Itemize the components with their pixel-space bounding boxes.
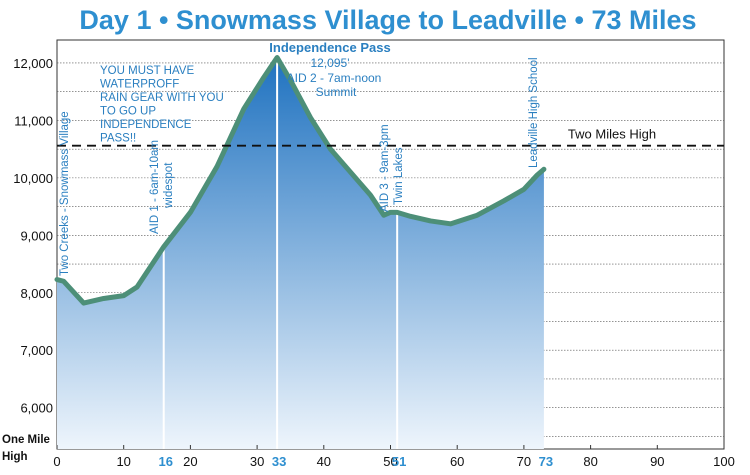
aid3-label: AID 3 - 9am-3pm	[379, 124, 391, 212]
y-tick-label: 10,000	[13, 171, 53, 186]
x-tick-label: 50	[383, 454, 397, 469]
warning-note-line: WATERPROFF	[100, 79, 179, 91]
reference-layer: Two Miles High	[57, 127, 724, 147]
axis-layer: 6,000 7,000 8,000 9,000 10,000 11,000 12,000 On…	[2, 56, 735, 469]
warning-note-line: PASS!!	[100, 133, 136, 145]
x-tick-label: 0	[53, 454, 60, 469]
marker-mile-label: 33	[272, 454, 286, 469]
warning-note-line: INDEPENDENCE	[100, 119, 192, 131]
aid2-label: AID 2 - 7am-noon	[287, 71, 382, 85]
x-tick-label: 100	[713, 454, 735, 469]
marker-mile-label: 73	[539, 454, 553, 469]
warning-note-line: TO GO UP	[100, 106, 156, 118]
annotation-layer: 16 33 51 73 Two Creeks - Snowmass Village AID…	[59, 40, 553, 469]
x-tick-label: 40	[317, 454, 331, 469]
x-tick-label: 20	[183, 454, 197, 469]
y-tick-label: 8,000	[20, 286, 53, 301]
aid1-sublabel: widespot	[163, 162, 175, 209]
marker-mile-label: 16	[158, 454, 172, 469]
x-tick-label: 80	[583, 454, 597, 469]
x-tick-label: 70	[517, 454, 531, 469]
y-base-label: One Mile	[2, 434, 50, 446]
y-tick-label: 6,000	[20, 401, 53, 416]
aid3-sublabel: Twin Lakes	[393, 147, 405, 205]
two-miles-label: Two Miles High	[568, 127, 656, 142]
aid2-sublabel: Summit	[316, 85, 357, 99]
x-tick-label: 30	[250, 454, 264, 469]
pass-elevation: 12,095'	[311, 56, 350, 70]
area-layer	[57, 57, 544, 449]
marker-layer	[162, 57, 399, 449]
x-tick-label: 10	[116, 454, 130, 469]
warning-note-line: YOU MUST HAVE	[100, 65, 194, 77]
finish-label: Leadville High School	[528, 57, 540, 168]
elevation-area	[57, 57, 544, 449]
x-tick-label: 90	[650, 454, 664, 469]
x-tick-label: 60	[450, 454, 464, 469]
y-tick-label: 7,000	[20, 343, 53, 358]
warning-note-line: RAIN GEAR WITH YOU	[100, 92, 224, 104]
start-label: Two Creeks - Snowmass Village	[59, 111, 71, 276]
aid1-label: AID 1 - 6am-10am	[149, 140, 161, 234]
y-base-label: High	[2, 451, 28, 463]
pass-name: Independence Pass	[269, 40, 390, 55]
y-tick-label: 12,000	[13, 56, 53, 71]
y-tick-label: 9,000	[20, 228, 53, 243]
outline-layer	[54, 55, 547, 306]
y-tick-label: 11,000	[14, 113, 53, 128]
chart-title: Day 1 • Snowmass Village to Leadville • …	[79, 5, 696, 35]
marker-mile-label: 51	[392, 454, 406, 469]
elevation-line	[54, 55, 547, 306]
